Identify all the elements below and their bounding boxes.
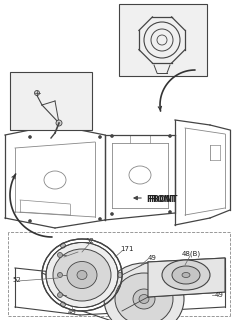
Ellipse shape xyxy=(115,273,173,320)
Ellipse shape xyxy=(182,273,190,277)
Circle shape xyxy=(56,120,62,126)
Ellipse shape xyxy=(46,243,118,308)
Text: FRONT: FRONT xyxy=(148,196,178,204)
Text: 48(A): 48(A) xyxy=(58,83,79,92)
Bar xyxy=(119,4,207,76)
Ellipse shape xyxy=(53,249,111,301)
Circle shape xyxy=(99,218,101,220)
Bar xyxy=(10,72,92,130)
Text: 123: 123 xyxy=(22,77,36,86)
Text: 59: 59 xyxy=(142,4,152,13)
Text: 48(A): 48(A) xyxy=(58,81,79,90)
Circle shape xyxy=(169,211,172,213)
Ellipse shape xyxy=(104,263,184,320)
Circle shape xyxy=(58,273,63,277)
Text: 52: 52 xyxy=(12,277,21,283)
Circle shape xyxy=(60,302,65,307)
Ellipse shape xyxy=(67,261,97,289)
Circle shape xyxy=(169,134,172,138)
Text: 123: 123 xyxy=(22,74,36,83)
Text: 49: 49 xyxy=(215,292,224,298)
Ellipse shape xyxy=(172,266,200,284)
Text: 48(B): 48(B) xyxy=(182,251,201,257)
Polygon shape xyxy=(148,258,225,297)
Ellipse shape xyxy=(139,294,149,303)
Text: 171: 171 xyxy=(120,246,134,252)
Circle shape xyxy=(118,273,123,277)
Text: 49: 49 xyxy=(152,66,162,75)
Circle shape xyxy=(35,91,40,95)
Text: 49: 49 xyxy=(68,309,77,315)
Text: 49: 49 xyxy=(152,66,162,75)
Text: 52: 52 xyxy=(85,238,94,244)
Text: 59: 59 xyxy=(142,4,152,13)
Circle shape xyxy=(58,252,63,258)
Ellipse shape xyxy=(162,260,210,290)
Circle shape xyxy=(60,243,65,248)
Ellipse shape xyxy=(133,289,155,309)
Circle shape xyxy=(110,212,114,215)
Ellipse shape xyxy=(77,270,87,279)
Text: FRONT: FRONT xyxy=(146,196,175,204)
Text: 49: 49 xyxy=(148,255,157,261)
Text: 52: 52 xyxy=(73,247,82,253)
Circle shape xyxy=(29,220,31,222)
Circle shape xyxy=(99,135,101,139)
Circle shape xyxy=(29,135,31,139)
Circle shape xyxy=(110,134,114,138)
Circle shape xyxy=(58,292,63,298)
